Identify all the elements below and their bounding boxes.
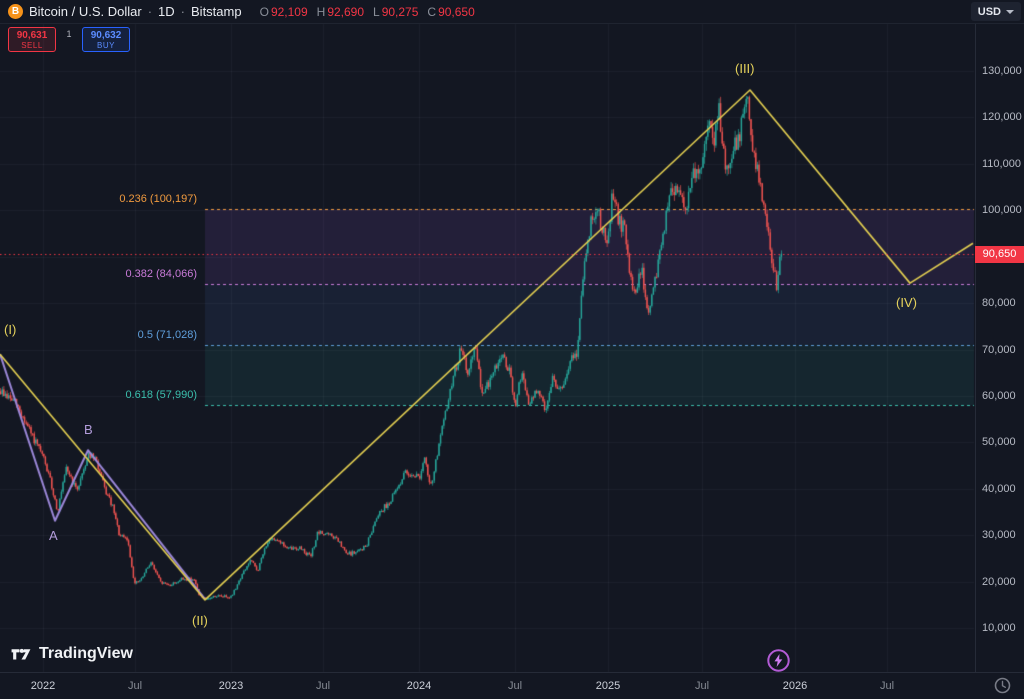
trade-panel: 90,631 SELL 1 90,632 BUY	[8, 27, 130, 52]
ohlc-values: O 92,109 H 92,690 L 90,275 C 90,650	[260, 5, 475, 19]
price-axis[interactable]: 130,000120,000110,000100,00090,00080,000…	[975, 24, 1024, 672]
time-axis-label: Jul	[507, 680, 523, 692]
price-axis-label: 110,000	[982, 157, 1021, 170]
time-axis-label: Jul	[694, 680, 710, 692]
price-axis-label: 20,000	[982, 575, 1016, 588]
time-axis-label: 2025	[595, 680, 621, 692]
time-axis-label: 2022	[30, 680, 56, 692]
separator-dot: ·	[180, 4, 186, 19]
time-axis-label: 2024	[406, 680, 432, 692]
price-axis-label: 10,000	[982, 622, 1016, 634]
open-key: O	[259, 4, 269, 19]
lightning-icon[interactable]	[766, 648, 791, 673]
bitcoin-icon: B	[8, 4, 23, 19]
sell-button[interactable]: 90,631 SELL	[8, 27, 56, 52]
buy-label: BUY	[97, 40, 115, 50]
buy-button[interactable]: 90,632 BUY	[82, 27, 130, 52]
chart-header: B Bitcoin / U.S. Dollar · 1D · Bitstamp …	[0, 0, 1024, 24]
open-value: 92,109	[270, 4, 308, 19]
price-axis-label: 60,000	[982, 389, 1016, 402]
buy-price: 90,632	[90, 29, 122, 41]
tradingview-logo	[11, 648, 31, 660]
price-axis-label: 40,000	[982, 482, 1016, 495]
time-axis-label: Jul	[315, 680, 331, 692]
exchange-label: Bitstamp	[191, 4, 242, 19]
tradingview-watermark: TradingView	[10, 643, 133, 665]
price-axis-label: 70,000	[982, 343, 1016, 356]
high-value: 92,690	[327, 4, 365, 19]
sell-label: SELL	[21, 40, 43, 50]
sell-price: 90,631	[16, 29, 48, 41]
time-axis-label: Jul	[879, 680, 895, 692]
currency-selector[interactable]: USD	[970, 2, 1021, 21]
price-axis-label: 30,000	[982, 529, 1016, 542]
price-axis-label: 120,000	[982, 111, 1022, 124]
close-value: 90,650	[438, 4, 475, 19]
watermark-text: TradingView	[39, 645, 133, 662]
time-axis-label: Jul	[127, 680, 143, 692]
low-key: L	[373, 4, 380, 19]
high-key: H	[316, 4, 326, 19]
time-axis-label: 2026	[782, 680, 808, 692]
price-axis-label: 80,000	[982, 297, 1016, 310]
timezone-clock-icon[interactable]	[994, 677, 1011, 694]
last-price-label: 90,650	[975, 245, 1024, 263]
symbol-button[interactable]: Bitcoin / U.S. Dollar	[29, 4, 142, 19]
currency-value: USD	[977, 5, 1001, 18]
spread-value: 1	[66, 29, 72, 39]
price-axis-label: 50,000	[982, 436, 1016, 449]
price-axis-label: 130,000	[982, 65, 1022, 77]
close-key: C	[427, 4, 437, 19]
chevron-down-icon	[1006, 9, 1014, 14]
low-value: 90,275	[381, 4, 419, 19]
time-axis-label: 2023	[218, 680, 244, 692]
interval-button[interactable]: 1D	[158, 4, 175, 19]
time-axis[interactable]: 2022 Jul 2023 Jul 2024 Jul 2025 Jul 2026 Jul	[0, 672, 1024, 699]
separator-dot: ·	[147, 4, 153, 19]
price-axis-label: 100,000	[982, 204, 1022, 217]
